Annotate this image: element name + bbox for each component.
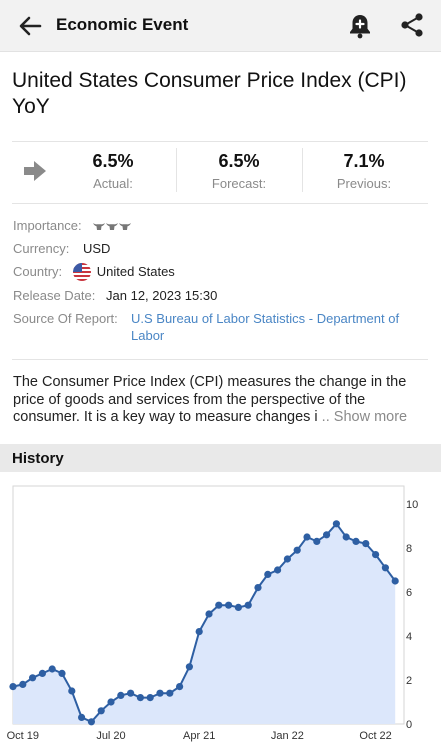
data-point[interactable] bbox=[28, 674, 37, 682]
x-tick-label: Apr 21 bbox=[183, 730, 215, 742]
arrow-right-icon bbox=[24, 161, 46, 181]
data-point[interactable] bbox=[303, 533, 311, 541]
country-value: United States bbox=[96, 264, 175, 279]
divider bbox=[12, 203, 428, 204]
release-date-label: Release Date: bbox=[13, 288, 96, 303]
history-chart[interactable]: 0 2 4 6 8 10 Oct 19 Jul 20 Apr 21 Jan 22 Oct 22 bbox=[0, 478, 441, 750]
data-point[interactable] bbox=[146, 694, 154, 702]
currency-label: Currency: bbox=[13, 241, 70, 256]
bell-plus-icon[interactable] bbox=[345, 11, 375, 41]
forecast-value: 6.5% bbox=[218, 151, 260, 171]
divider bbox=[12, 359, 428, 360]
description-text: The Consumer Price Index (CPI) measures … bbox=[13, 374, 407, 425]
y-tick-label: 10 bbox=[406, 499, 418, 511]
x-tick-label: Jul 20 bbox=[96, 730, 125, 742]
data-point[interactable] bbox=[127, 689, 135, 697]
divider bbox=[12, 141, 428, 142]
data-point[interactable] bbox=[97, 707, 105, 715]
actual-value: 6.5% bbox=[92, 151, 134, 171]
y-tick-label: 0 bbox=[406, 719, 412, 731]
data-point[interactable] bbox=[78, 713, 86, 721]
data-point[interactable] bbox=[372, 551, 380, 559]
bull-icon bbox=[93, 222, 106, 230]
data-point[interactable] bbox=[342, 533, 350, 541]
data-point[interactable] bbox=[136, 694, 144, 702]
data-point[interactable] bbox=[156, 689, 164, 697]
source-row: Source Of Report: bbox=[13, 311, 118, 327]
data-point[interactable] bbox=[195, 628, 203, 636]
data-point[interactable] bbox=[264, 570, 272, 578]
y-tick-label: 6 bbox=[406, 587, 412, 599]
source-label: Source Of Report: bbox=[13, 311, 118, 326]
importance-row: Importance: bbox=[13, 218, 132, 234]
data-point[interactable] bbox=[87, 718, 95, 726]
previous-label: Previous: bbox=[336, 176, 392, 191]
importance-rating bbox=[85, 218, 132, 233]
country-row: Country: United States bbox=[13, 264, 175, 280]
previous-stat: 7.1% Previous: bbox=[304, 150, 424, 191]
data-point[interactable] bbox=[313, 537, 321, 545]
y-tick-label: 8 bbox=[406, 543, 412, 555]
bull-icon bbox=[106, 222, 119, 230]
importance-label: Importance: bbox=[13, 218, 82, 233]
forecast-label: Forecast: bbox=[211, 176, 267, 191]
actual-stat: 6.5% Actual: bbox=[53, 150, 173, 191]
us-flag-icon bbox=[73, 263, 91, 281]
event-description: The Consumer Price Index (CPI) measures … bbox=[13, 374, 431, 427]
data-point[interactable] bbox=[107, 698, 115, 706]
source-link[interactable]: U.S Bureau of Labor Statistics - Departm… bbox=[131, 311, 400, 343]
share-icon[interactable] bbox=[398, 11, 426, 39]
data-point[interactable] bbox=[323, 531, 331, 539]
data-point[interactable] bbox=[283, 555, 291, 563]
stat-separator bbox=[302, 148, 303, 192]
data-point[interactable] bbox=[293, 546, 301, 554]
data-point[interactable] bbox=[38, 669, 47, 677]
data-point[interactable] bbox=[274, 566, 282, 574]
country-label: Country: bbox=[13, 264, 63, 279]
app-bar: Economic Event bbox=[0, 0, 441, 52]
data-point[interactable] bbox=[362, 540, 370, 548]
release-date-row: Release Date: Jan 12, 2023 15:30 bbox=[13, 288, 217, 304]
forecast-stat: 6.5% Forecast: bbox=[179, 150, 299, 191]
release-date-value: Jan 12, 2023 15:30 bbox=[106, 288, 218, 303]
history-section-header: History bbox=[0, 444, 441, 472]
data-point[interactable] bbox=[185, 663, 193, 671]
history-title: History bbox=[12, 450, 64, 467]
stat-separator bbox=[176, 148, 177, 192]
data-point[interactable] bbox=[215, 601, 223, 609]
data-point[interactable] bbox=[205, 610, 213, 618]
show-more-link[interactable]: .. Show more bbox=[317, 409, 408, 425]
data-point[interactable] bbox=[234, 603, 242, 611]
data-point[interactable] bbox=[117, 691, 125, 699]
data-point[interactable] bbox=[19, 680, 27, 688]
data-point[interactable] bbox=[9, 683, 17, 691]
data-point[interactable] bbox=[391, 577, 399, 585]
screen-title: Economic Event bbox=[56, 15, 189, 34]
data-point[interactable] bbox=[166, 689, 174, 697]
data-point[interactable] bbox=[254, 584, 262, 592]
previous-value: 7.1% bbox=[343, 151, 385, 171]
data-point[interactable] bbox=[244, 601, 252, 609]
event-title: United States Consumer Price Index (CPI)… bbox=[12, 69, 407, 118]
data-point[interactable] bbox=[225, 601, 233, 609]
data-point[interactable] bbox=[381, 564, 389, 572]
data-point[interactable] bbox=[332, 520, 340, 528]
arrow-left-icon[interactable] bbox=[14, 10, 46, 42]
bull-icon bbox=[119, 222, 132, 230]
currency-value: USD bbox=[82, 241, 111, 256]
data-point[interactable] bbox=[68, 687, 76, 695]
x-tick-label: Oct 19 bbox=[7, 730, 39, 742]
y-tick-label: 4 bbox=[406, 631, 412, 643]
currency-row: Currency: USD bbox=[13, 241, 110, 257]
y-tick-label: 2 bbox=[406, 675, 412, 687]
x-tick-label: Jan 22 bbox=[271, 730, 304, 742]
actual-label: Actual: bbox=[93, 176, 133, 191]
data-point[interactable] bbox=[176, 683, 184, 691]
data-point[interactable] bbox=[58, 669, 66, 677]
series-line bbox=[12, 522, 397, 724]
x-tick-label: Oct 22 bbox=[359, 730, 391, 742]
data-point[interactable] bbox=[352, 537, 360, 545]
data-point[interactable] bbox=[48, 665, 56, 673]
